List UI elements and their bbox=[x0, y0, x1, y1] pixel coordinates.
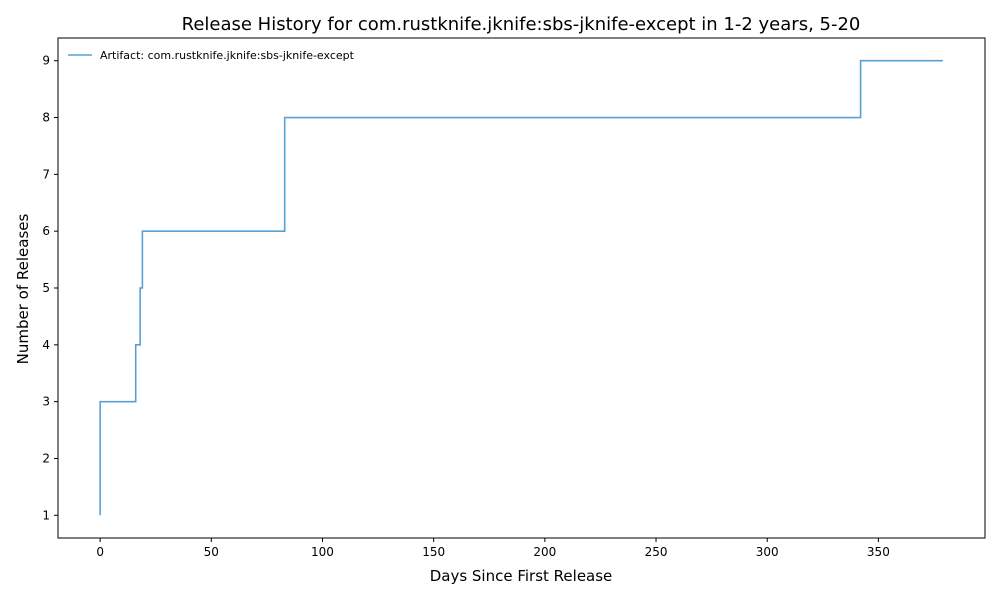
y-axis-title: Number of Releases bbox=[14, 213, 32, 364]
x-tick-label-6: 300 bbox=[756, 545, 779, 559]
chart-title: Release History for com.rustknife.jknife… bbox=[182, 14, 861, 35]
y-tick-label-5: 6 bbox=[42, 224, 50, 238]
y-tick-label-8: 9 bbox=[42, 54, 50, 68]
x-tick-label-7: 350 bbox=[867, 545, 890, 559]
plot-frame bbox=[57, 37, 986, 539]
y-tick-label-4: 5 bbox=[42, 281, 50, 295]
y-tick-label-1: 2 bbox=[42, 451, 50, 465]
y-tick-label-6: 7 bbox=[42, 167, 50, 181]
y-tick-label-2: 3 bbox=[42, 395, 50, 409]
legend-label-0: Artifact: com.rustknife.jknife:sbs-jknif… bbox=[100, 49, 355, 62]
x-tick-label-5: 250 bbox=[645, 545, 668, 559]
x-tick-label-0: 0 bbox=[96, 545, 104, 559]
y-tick-label-0: 1 bbox=[42, 508, 50, 522]
y-tick-label-7: 8 bbox=[42, 111, 50, 125]
x-tick-label-4: 200 bbox=[533, 545, 556, 559]
x-axis-title: Days Since First Release bbox=[430, 567, 613, 585]
series-line-0 bbox=[99, 59, 943, 516]
x-tick-label-3: 150 bbox=[422, 545, 445, 559]
plot-area: 0 50 100 150 200 250 300 350 1 2 3 4 5 6 7 8 9 Artifact: … bbox=[42, 37, 986, 559]
x-tick-label-1: 50 bbox=[204, 545, 219, 559]
x-tick-label-2: 100 bbox=[311, 545, 334, 559]
y-tick-label-3: 4 bbox=[42, 338, 50, 352]
